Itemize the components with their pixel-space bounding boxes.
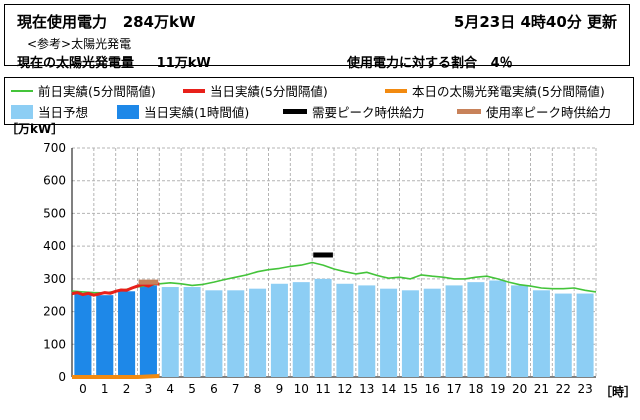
ratio-label: 使用電力に対する割合 — [347, 56, 478, 71]
x-tick-label: 0 — [79, 382, 87, 396]
bar-forecast — [161, 287, 179, 377]
marker-peak-demand — [313, 252, 333, 258]
header-panel: 現在使用電力 284万kW 5月23日 4時40分 更新 <参考>太陽光発電 現… — [4, 4, 630, 71]
legend-label: 需要ピーク時供給力 — [312, 105, 425, 120]
legend-peak-demand: 需要ピーク時供給力 — [283, 102, 425, 121]
bar-forecast — [401, 290, 419, 377]
legend-forecast: 当日予想 — [11, 102, 88, 121]
y-tick-label: 0 — [58, 370, 66, 384]
x-tick-label: 21 — [534, 382, 549, 396]
bar-forecast — [380, 288, 398, 377]
bar-forecast — [576, 293, 594, 377]
bar-forecast — [183, 287, 201, 377]
usage-label: 現在使用電力 — [17, 13, 108, 31]
legend-solar: 本日の太陽光発電実績(5分間隔値) — [385, 81, 605, 100]
legend-swatch — [11, 89, 33, 92]
x-tick-label: 18 — [468, 382, 483, 396]
x-tick-label: 11 — [315, 382, 330, 396]
y-tick-label: 100 — [43, 337, 66, 351]
bar-today-hourly — [96, 295, 114, 377]
bar-forecast — [205, 290, 223, 377]
y-tick-label: 400 — [43, 239, 66, 253]
bar-forecast — [554, 293, 572, 377]
bar-forecast — [227, 290, 245, 377]
legend-swatch — [283, 109, 307, 114]
legend-prev-day: 前日実績(5分間隔値) — [11, 81, 156, 100]
bar-forecast — [445, 285, 463, 377]
y-tick-label: 200 — [43, 305, 66, 319]
bar-forecast — [489, 280, 507, 377]
legend-swatch — [385, 88, 407, 93]
current-usage: 現在使用電力 284万kW — [17, 11, 196, 32]
x-tick-label: 1 — [101, 382, 109, 396]
bar-forecast — [314, 278, 332, 377]
x-tick-label: 17 — [446, 382, 461, 396]
x-tick-label: 7 — [232, 382, 240, 396]
x-axis-label: ［時］ — [600, 384, 636, 399]
line-today-5min — [71, 281, 160, 297]
x-tick-label: 15 — [403, 382, 418, 396]
x-tick-label: 5 — [188, 382, 196, 396]
legend-swatch — [183, 88, 205, 93]
bar-forecast — [336, 283, 354, 377]
y-tick-label: 600 — [43, 174, 66, 188]
ratio-value: 4％ — [490, 56, 513, 71]
solar-ratio: 使用電力に対する割合 4％ — [347, 52, 513, 71]
y-tick-label: 300 — [43, 272, 66, 286]
solar-output: 現在の太陽光発電量 11万kW — [17, 52, 211, 71]
legend-peak-usage: 使用率ピーク時供給力 — [457, 102, 611, 121]
bar-forecast — [467, 282, 485, 377]
bar-today-hourly — [139, 285, 157, 377]
legend-swatch — [11, 104, 33, 119]
solar-label: 現在の太陽光発電量 — [17, 56, 135, 71]
legend-swatch — [457, 109, 481, 114]
x-tick-label: 4 — [166, 382, 174, 396]
legend-label: 当日予想 — [38, 105, 89, 120]
x-tick-label: 8 — [254, 382, 262, 396]
bar-forecast — [292, 282, 310, 377]
bar-today-hourly — [118, 291, 136, 377]
chart-legend: 前日実績(5分間隔値) 当日実績(5分間隔値) 本日の太陽光発電実績(5分間隔値… — [4, 77, 634, 125]
x-tick-label: 14 — [381, 382, 396, 396]
x-tick-label: 13 — [359, 382, 374, 396]
legend-label: 前日実績(5分間隔値) — [38, 84, 156, 99]
legend-label: 当日実績(1時間値) — [144, 105, 250, 120]
y-tick-label: 500 — [43, 206, 66, 220]
usage-value: 284万kW — [122, 13, 196, 31]
x-tick-label: 20 — [512, 382, 527, 396]
y-tick-label: 700 — [43, 141, 66, 155]
marker-peak-usage — [138, 279, 159, 285]
bar-forecast — [249, 288, 267, 377]
x-tick-label: 2 — [123, 382, 131, 396]
line-solar — [72, 374, 160, 379]
legend-today-hourly: 当日実績(1時間値) — [117, 102, 249, 121]
x-tick-label: 12 — [337, 382, 352, 396]
y-axis-label: ［万kW］ — [6, 121, 63, 136]
bar-forecast — [270, 283, 288, 377]
x-tick-label: 16 — [425, 382, 440, 396]
update-timestamp: 5月23日 4時40分 更新 — [453, 13, 617, 31]
solar-value: 11万kW — [156, 56, 211, 71]
legend-label: 使用率ピーク時供給力 — [486, 105, 612, 120]
legend-label: 本日の太陽光発電実績(5分間隔値) — [412, 84, 605, 99]
bar-forecast — [511, 285, 529, 377]
legend-today-5min: 当日実績(5分間隔値) — [183, 81, 328, 100]
x-tick-label: 22 — [556, 382, 571, 396]
x-tick-label: 9 — [276, 382, 284, 396]
x-tick-label: 19 — [490, 382, 505, 396]
x-tick-label: 10 — [294, 382, 309, 396]
x-tick-label: 23 — [577, 382, 592, 396]
reference-note: <参考>太陽光発電 — [27, 37, 132, 51]
legend-label: 当日実績(5分間隔値) — [210, 84, 328, 99]
bar-forecast — [532, 290, 550, 377]
legend-swatch — [117, 104, 139, 119]
bar-forecast — [358, 285, 376, 377]
bar-forecast — [423, 288, 441, 377]
x-tick-label: 3 — [145, 382, 153, 396]
x-tick-label: 6 — [210, 382, 218, 396]
bar-today-hourly — [74, 293, 92, 377]
